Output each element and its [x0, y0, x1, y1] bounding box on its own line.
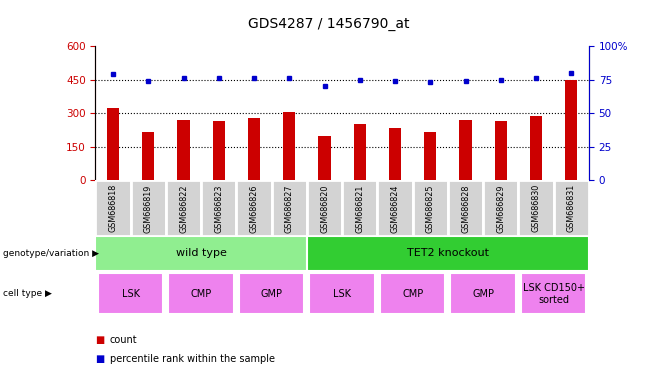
Bar: [519, 180, 553, 236]
Bar: [307, 236, 589, 271]
Bar: [201, 180, 236, 236]
Text: GSM686821: GSM686821: [355, 184, 365, 232]
Bar: [131, 180, 166, 236]
Text: TET2 knockout: TET2 knockout: [407, 248, 489, 258]
Bar: [353, 124, 366, 180]
Bar: [483, 180, 519, 236]
Text: GSM686826: GSM686826: [249, 184, 259, 232]
Text: LSK: LSK: [122, 289, 139, 299]
Bar: [309, 273, 375, 314]
Bar: [168, 273, 234, 314]
Text: GSM686824: GSM686824: [391, 184, 399, 232]
Text: ■: ■: [95, 335, 105, 345]
Text: genotype/variation ▶: genotype/variation ▶: [3, 249, 99, 258]
Bar: [318, 136, 331, 180]
Text: GSM686827: GSM686827: [285, 184, 293, 233]
Text: LSK: LSK: [333, 289, 351, 299]
Bar: [142, 132, 155, 180]
Text: GSM686822: GSM686822: [179, 184, 188, 233]
Text: GDS4287 / 1456790_at: GDS4287 / 1456790_at: [248, 17, 410, 31]
Bar: [236, 180, 272, 236]
Text: GSM686820: GSM686820: [320, 184, 329, 232]
Text: cell type ▶: cell type ▶: [3, 289, 52, 298]
Bar: [213, 121, 225, 180]
Bar: [450, 273, 516, 314]
Text: GSM686830: GSM686830: [532, 184, 540, 232]
Text: GSM686829: GSM686829: [496, 184, 505, 233]
Bar: [424, 132, 436, 180]
Bar: [413, 180, 448, 236]
Text: GSM686831: GSM686831: [567, 184, 576, 232]
Bar: [248, 118, 260, 180]
Bar: [448, 180, 483, 236]
Text: LSK CD150+
sorted: LSK CD150+ sorted: [522, 283, 585, 305]
Bar: [521, 273, 586, 314]
Bar: [272, 180, 307, 236]
Bar: [342, 180, 378, 236]
Text: CMP: CMP: [402, 289, 423, 299]
Text: wild type: wild type: [176, 248, 226, 258]
Bar: [178, 120, 190, 180]
Bar: [95, 180, 131, 236]
Text: percentile rank within the sample: percentile rank within the sample: [110, 354, 275, 364]
Text: ■: ■: [95, 354, 105, 364]
Text: GSM686819: GSM686819: [144, 184, 153, 232]
Bar: [166, 180, 201, 236]
Bar: [553, 180, 589, 236]
Text: GSM686823: GSM686823: [215, 184, 223, 232]
Bar: [283, 112, 295, 180]
Bar: [239, 273, 305, 314]
Bar: [530, 116, 542, 180]
Text: GSM686828: GSM686828: [461, 184, 470, 232]
Bar: [459, 120, 472, 180]
Text: GMP: GMP: [261, 289, 283, 299]
Bar: [378, 180, 413, 236]
Bar: [95, 236, 307, 271]
Bar: [98, 273, 163, 314]
Bar: [389, 128, 401, 180]
Text: CMP: CMP: [191, 289, 212, 299]
Bar: [495, 121, 507, 180]
Bar: [565, 79, 578, 180]
Text: GMP: GMP: [472, 289, 494, 299]
Bar: [380, 273, 445, 314]
Text: count: count: [110, 335, 138, 345]
Bar: [307, 180, 342, 236]
Text: GSM686818: GSM686818: [109, 184, 118, 232]
Bar: [107, 108, 119, 180]
Text: GSM686825: GSM686825: [426, 184, 435, 233]
